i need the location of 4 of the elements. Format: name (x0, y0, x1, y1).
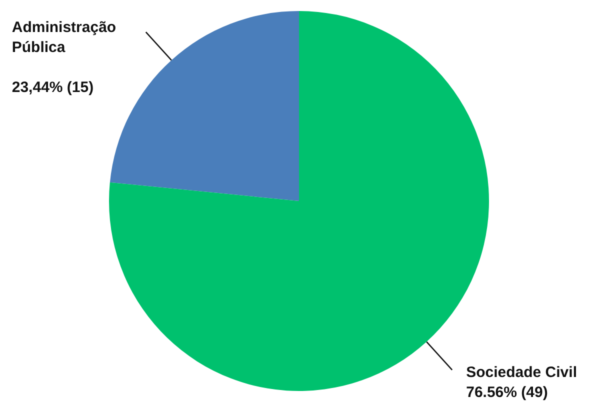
data-label: 76.56% (49) (466, 384, 548, 401)
data-label: 23,44% (15) (12, 79, 94, 96)
slice-label: Administração Pública (12, 19, 116, 56)
slice-label: Sociedade Civil (466, 364, 577, 381)
